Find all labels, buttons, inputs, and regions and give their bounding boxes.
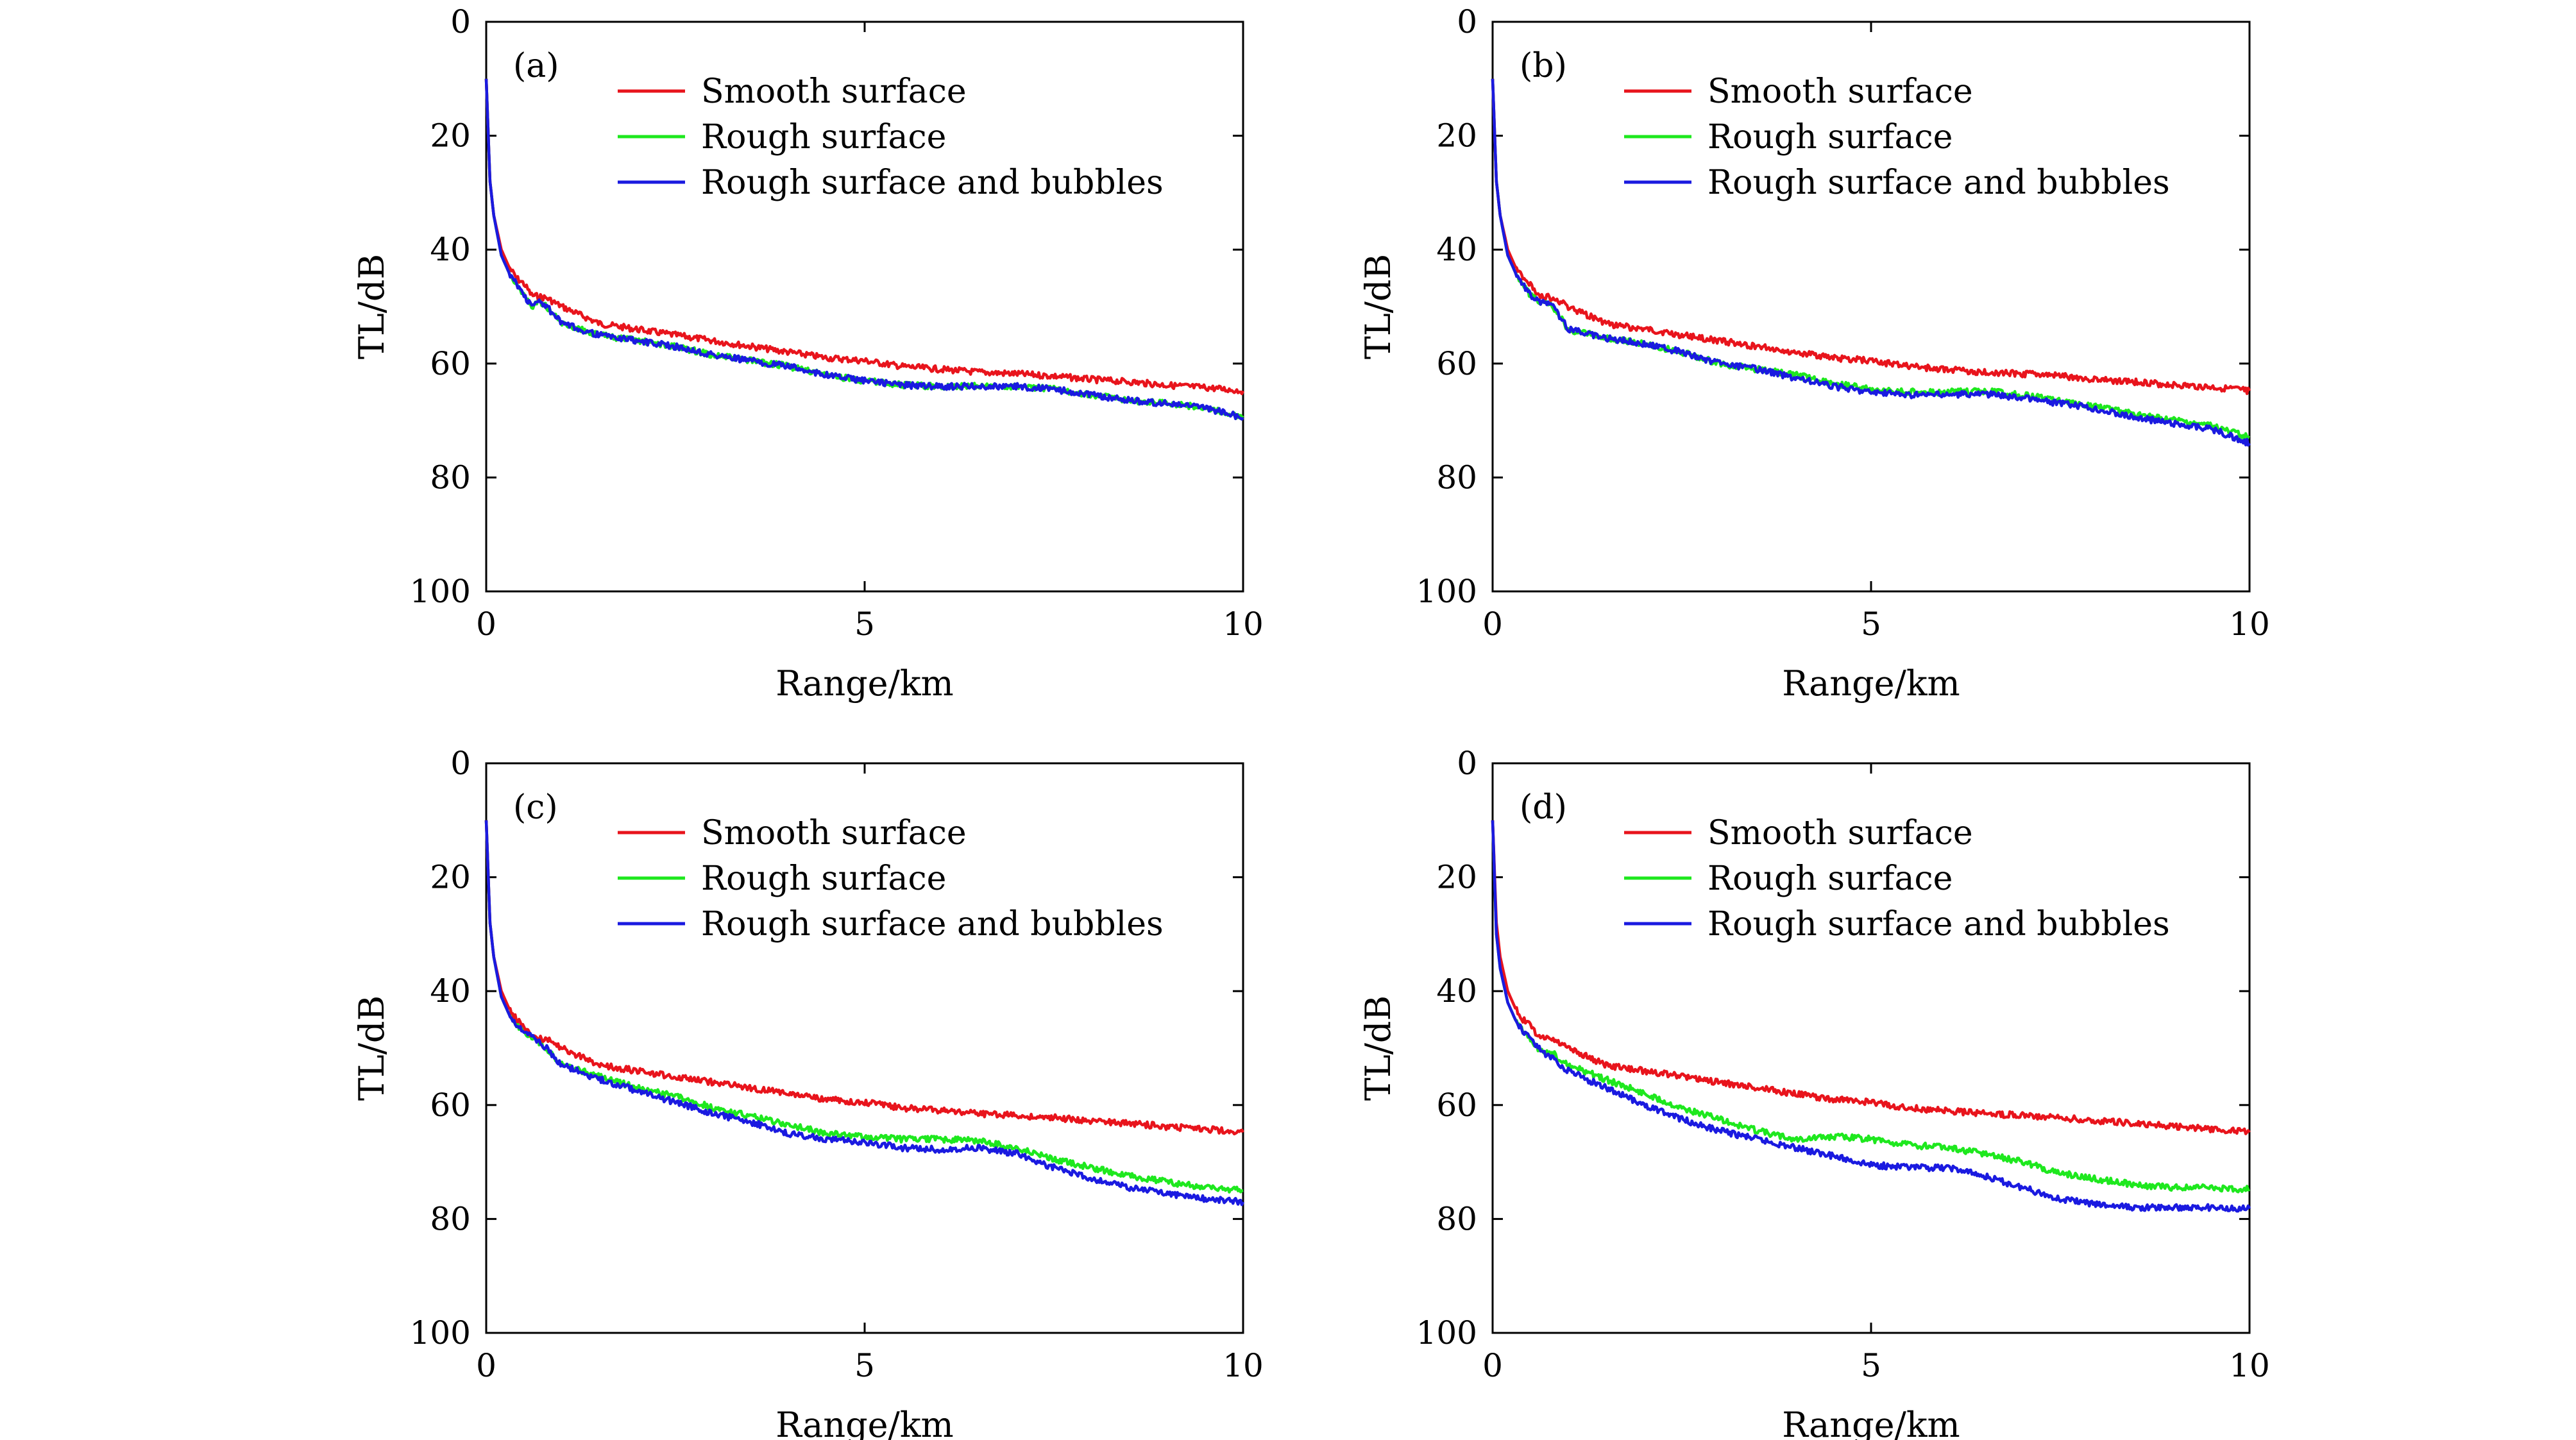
x-axis-title: Range/km xyxy=(1782,1405,1960,1440)
y-tick-label: 60 xyxy=(1436,1087,1477,1124)
y-tick-label: 100 xyxy=(410,1314,471,1351)
series-line xyxy=(1491,78,2251,395)
x-tick-label: 10 xyxy=(1223,606,1264,643)
series-line xyxy=(484,820,1245,1207)
x-tick-label: 5 xyxy=(1861,1347,1881,1384)
x-tick-label: 0 xyxy=(1482,1347,1503,1384)
legend-label: Smooth surface xyxy=(701,814,967,852)
y-tick-label: 80 xyxy=(1436,1200,1477,1237)
y-tick-label: 20 xyxy=(430,117,471,155)
legend-label: Rough surface and bubbles xyxy=(701,905,1164,944)
y-axis-title: TL/dB xyxy=(352,254,392,359)
y-tick-label: 60 xyxy=(430,345,471,382)
legend-label: Rough surface xyxy=(701,118,946,157)
y-tick-label: 60 xyxy=(430,1087,471,1124)
x-tick-label: 5 xyxy=(854,606,875,643)
series-line xyxy=(1491,820,2251,1213)
legend-label: Rough surface xyxy=(1707,118,1953,157)
y-tick-label: 20 xyxy=(430,859,471,896)
x-tick-label: 0 xyxy=(476,1347,496,1384)
y-tick-label: 20 xyxy=(1436,859,1477,896)
x-tick-label: 10 xyxy=(2229,1347,2270,1384)
series-line xyxy=(1491,820,2251,1135)
series-line xyxy=(484,78,1245,396)
y-tick-label: 100 xyxy=(1416,1314,1477,1351)
legend-label: Rough surface and bubbles xyxy=(1707,164,2170,202)
legend-label: Smooth surface xyxy=(1707,72,1973,111)
y-axis-title: TL/dB xyxy=(352,995,392,1101)
series-line xyxy=(1491,78,2251,447)
y-tick-label: 80 xyxy=(430,459,471,496)
series-line xyxy=(484,78,1244,421)
legend-label: Smooth surface xyxy=(701,72,967,111)
x-tick-label: 0 xyxy=(476,606,496,643)
x-axis-title: Range/km xyxy=(775,663,954,704)
y-tick-label: 0 xyxy=(450,745,471,782)
x-tick-label: 10 xyxy=(2229,606,2270,643)
legend-label: Rough surface xyxy=(1707,860,1953,898)
panel-label: (a) xyxy=(513,47,559,85)
y-tick-label: 100 xyxy=(1416,573,1477,610)
y-tick-label: 40 xyxy=(430,231,471,268)
x-tick-label: 5 xyxy=(1861,606,1881,643)
legend-label: Rough surface and bubbles xyxy=(1707,905,2170,944)
x-axis-title: Range/km xyxy=(775,1405,954,1440)
y-tick-label: 80 xyxy=(430,1200,471,1237)
legend-label: Rough surface and bubbles xyxy=(701,164,1164,202)
y-axis-title: TL/dB xyxy=(1358,254,1398,359)
y-tick-label: 0 xyxy=(450,3,471,40)
panel-label: (b) xyxy=(1520,47,1567,85)
y-tick-label: 20 xyxy=(1436,117,1477,155)
y-tick-label: 0 xyxy=(1457,3,1477,40)
y-axis-title: TL/dB xyxy=(1358,995,1398,1101)
x-tick-label: 0 xyxy=(1482,606,1503,643)
legend-label: Rough surface xyxy=(701,860,946,898)
x-tick-label: 10 xyxy=(1223,1347,1264,1384)
y-tick-label: 0 xyxy=(1457,745,1477,782)
x-axis-title: Range/km xyxy=(1782,663,1960,704)
y-tick-label: 80 xyxy=(1436,459,1477,496)
panel-label: (d) xyxy=(1520,788,1567,827)
panel-label: (c) xyxy=(513,788,558,827)
y-tick-label: 40 xyxy=(1436,972,1477,1010)
series-line xyxy=(1491,820,2251,1194)
x-tick-label: 5 xyxy=(854,1347,875,1384)
y-tick-label: 60 xyxy=(1436,345,1477,382)
legend-label: Smooth surface xyxy=(1707,814,1973,852)
y-tick-label: 100 xyxy=(410,573,471,610)
series-line xyxy=(484,820,1244,1136)
y-tick-label: 40 xyxy=(430,972,471,1010)
y-tick-label: 40 xyxy=(1436,231,1477,268)
